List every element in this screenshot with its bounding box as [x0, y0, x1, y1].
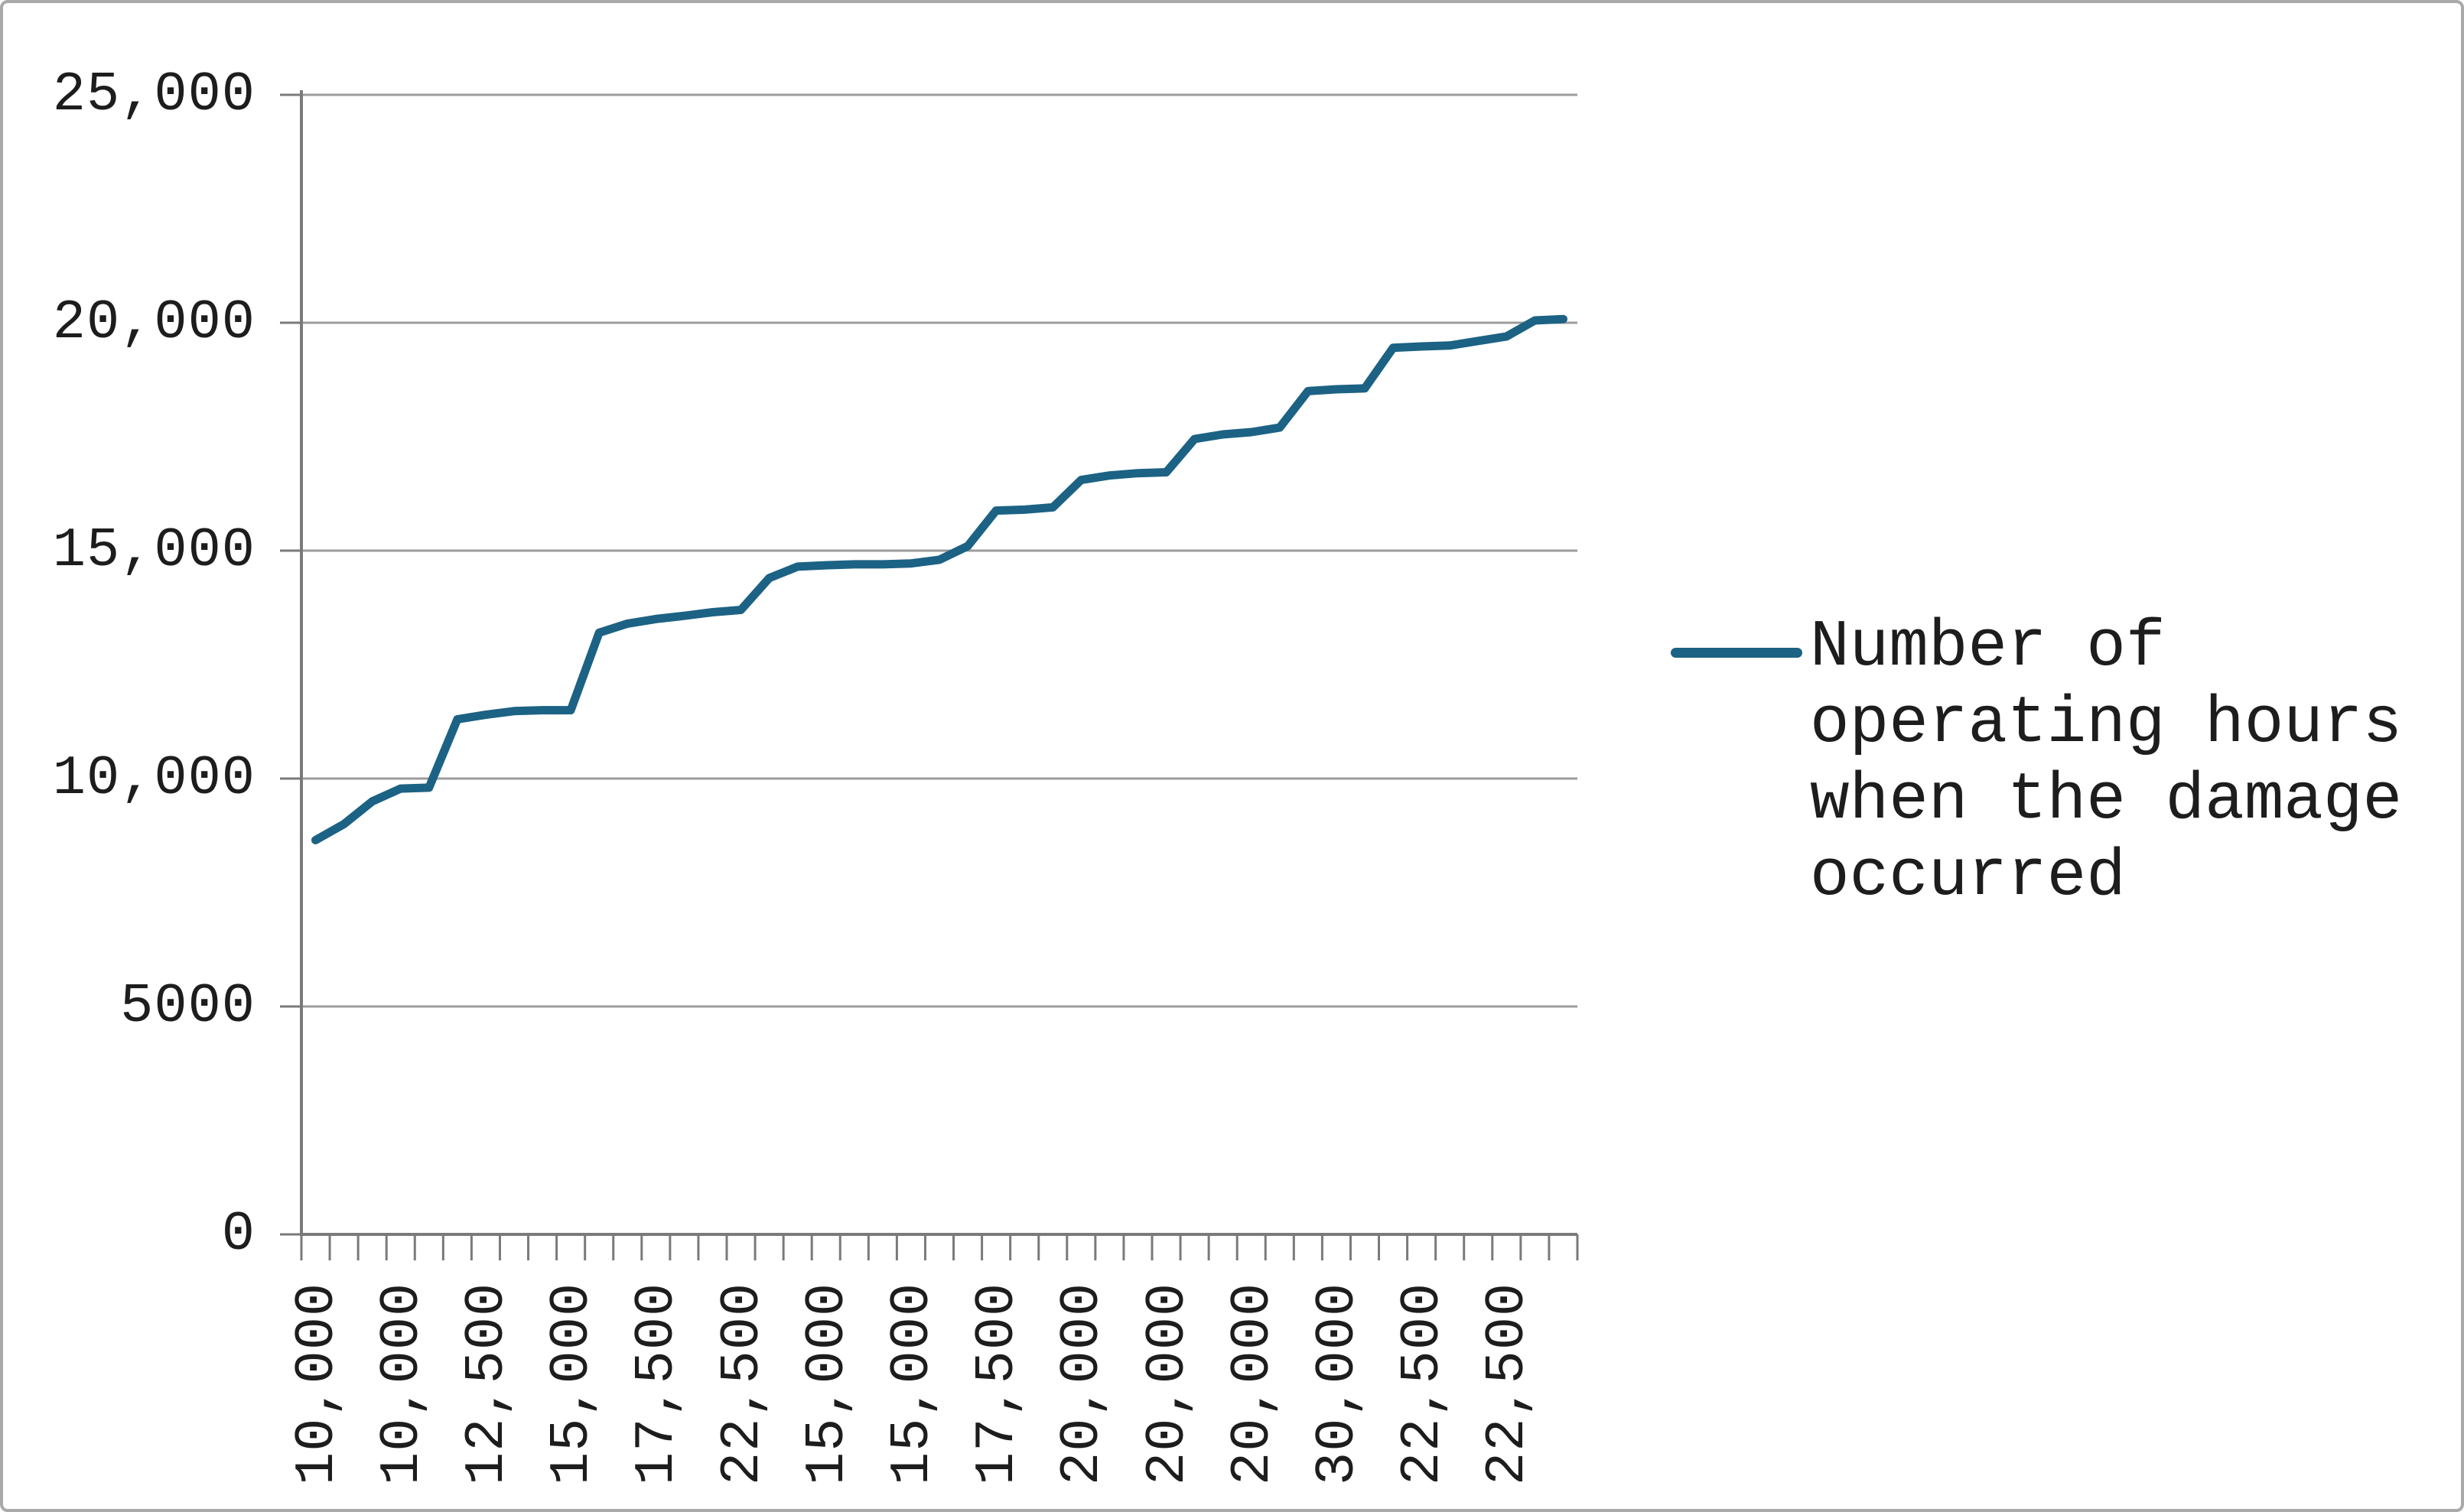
y-tick-label: 20,000: [52, 291, 256, 354]
x-tick-label: 17,500: [626, 1282, 688, 1485]
x-tick-label: 10,000: [286, 1282, 349, 1485]
x-tick-label: 15,000: [881, 1282, 944, 1485]
x-tick-label: 22,500: [1476, 1282, 1539, 1485]
y-tick-label: 25,000: [52, 63, 256, 126]
y-tick-label: 5000: [120, 975, 256, 1038]
x-tick-label: 20,000: [1137, 1282, 1199, 1485]
line-chart-plot: [280, 90, 1579, 1260]
x-tick-label: 15,000: [541, 1282, 604, 1485]
x-tick-label: 15,000: [796, 1282, 859, 1485]
data-series-line: [311, 314, 1567, 844]
x-tick-label: 22,500: [711, 1282, 774, 1485]
x-tick-label: 12,500: [456, 1282, 519, 1485]
y-tick-label: 10,000: [52, 747, 256, 810]
x-tick-label: 17,500: [966, 1282, 1029, 1485]
x-tick-label: 22,500: [1391, 1282, 1454, 1485]
y-tick-label: 15,000: [52, 519, 256, 582]
x-tick-label: 30,000: [1307, 1282, 1369, 1485]
x-tick-label: 20,000: [1222, 1282, 1284, 1485]
y-tick-label: 0: [221, 1203, 256, 1266]
x-tick-label: 10,000: [371, 1282, 434, 1485]
x-tick-label: 20,000: [1051, 1282, 1114, 1485]
